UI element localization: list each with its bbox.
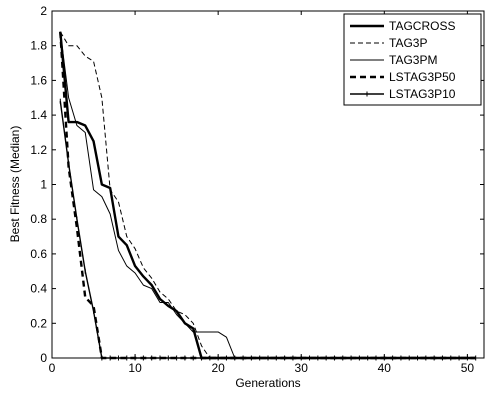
x-tick-label: 0 [49, 361, 56, 375]
legend-label: LSTAG3P10 [389, 87, 456, 101]
x-tick-label: 30 [295, 361, 309, 375]
y-tick-label: 0 [40, 351, 47, 365]
legend-label: TAGCROSS [389, 19, 455, 33]
y-tick-label: 1 [40, 178, 47, 192]
y-tick-label: 1.6 [30, 73, 47, 87]
y-tick-label: 0.6 [30, 247, 47, 261]
y-tick-label: 0.2 [30, 316, 47, 330]
y-tick-label: 2 [40, 4, 47, 18]
plot-frame [51, 10, 485, 359]
legend: TAGCROSS TAG3P TAG3PM LSTAG3P50 LSTAG3P10 [343, 13, 482, 106]
x-tick-label: 40 [378, 361, 392, 375]
x-axis-label: Generations [235, 376, 300, 390]
y-tick-label: 0.8 [30, 212, 47, 226]
legend-label: TAG3PM [389, 53, 437, 67]
y-tick-label: 1.2 [30, 143, 47, 157]
series-line-tag3p [59, 31, 476, 359]
x-tick-label: 10 [128, 361, 142, 375]
x-tick-label: 20 [211, 361, 225, 375]
legend-label: TAG3P [389, 36, 427, 50]
y-tick-label: 1.4 [30, 108, 47, 122]
x-tick-label: 50 [461, 361, 475, 375]
y-axis-label: Best Fitness (Median) [8, 126, 22, 243]
y-tick-label: 1.8 [30, 39, 47, 53]
legend-label: LSTAG3P50 [389, 70, 456, 84]
y-tick-label: 0.4 [30, 282, 47, 296]
axis-layer: 0 10 20 30 40 50 0 0.2 0.4 0.6 0.8 1 1.2 1.4 1.6 1.8 2 [30, 4, 484, 375]
